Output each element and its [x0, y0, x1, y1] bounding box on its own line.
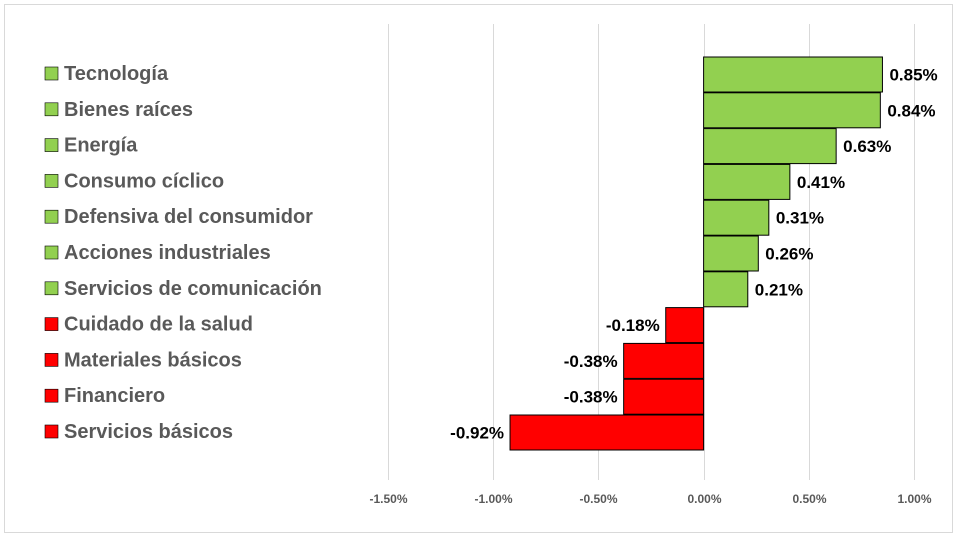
x-tick-label: 1.00% [897, 492, 931, 506]
legend-swatch [44, 353, 59, 367]
legend-label: Bienes raíces [64, 99, 193, 121]
data-label: -0.38% [564, 388, 618, 407]
legend-label: Servicios básicos [64, 421, 233, 443]
data-label: 0.84% [887, 101, 935, 120]
legend-swatch [44, 281, 59, 296]
data-label: -0.18% [606, 316, 660, 335]
legend-swatch [44, 174, 59, 188]
bar [703, 128, 837, 165]
legend-label: Financiero [64, 385, 165, 407]
legend-label: Consumo cíclico [64, 170, 224, 192]
legend-swatch [44, 138, 59, 152]
data-label: 0.31% [776, 209, 824, 228]
legend-swatch [44, 424, 59, 439]
data-label: 0.85% [889, 66, 937, 85]
legend-label: Acciones industriales [64, 242, 271, 264]
bar [623, 378, 705, 415]
data-label: 0.21% [755, 280, 803, 299]
bar [703, 56, 883, 93]
legend-swatch [44, 245, 59, 260]
data-label: -0.92% [450, 424, 504, 443]
bar [703, 235, 759, 272]
bar [703, 199, 770, 236]
legend-swatch [44, 317, 59, 331]
legend-label: Materiales básicos [64, 349, 242, 371]
legend-label: Defensiva del consumidor [64, 206, 313, 228]
legend-label: Cuidado de la salud [64, 314, 253, 336]
x-tick-label: -0.50% [579, 492, 617, 506]
legend-label: Tecnología [64, 63, 169, 85]
data-label: 0.26% [765, 245, 813, 264]
x-tick-label: 0.00% [687, 492, 721, 506]
data-label: -0.38% [564, 352, 618, 371]
legend-swatch [44, 102, 59, 117]
bar [509, 414, 705, 451]
bar [703, 163, 791, 200]
legend-swatch [44, 66, 59, 81]
category-legend: Tecnología Bienes raíces Energía Consumo cí… [44, 63, 322, 443]
x-tick-label: -1.50% [369, 492, 407, 506]
legend-label: Energía [64, 135, 138, 157]
bar [703, 271, 749, 308]
value-labels: 0.85% 0.84% 0.63% 0.41% 0.31% 0.26% 0.21% -0.18… [450, 66, 937, 443]
data-label: 0.63% [843, 137, 891, 156]
bar [665, 307, 705, 344]
legend-swatch [44, 209, 59, 224]
x-axis-ticks: -1.50% -1.00% -0.50% 0.00% 0.50% 1.00% [369, 492, 931, 506]
x-tick-label: -1.00% [474, 492, 512, 506]
bar [623, 342, 705, 379]
data-label: 0.41% [797, 173, 845, 192]
legend-swatch [44, 388, 59, 403]
legend-label: Servicios de comunicación [64, 278, 322, 300]
bar [703, 92, 881, 129]
bars [509, 56, 883, 451]
x-tick-label: 0.50% [792, 492, 826, 506]
